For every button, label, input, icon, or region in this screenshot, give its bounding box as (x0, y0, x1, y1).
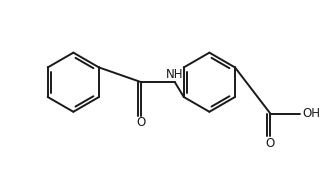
Text: O: O (137, 116, 146, 129)
Text: O: O (266, 137, 275, 150)
Text: NH: NH (166, 68, 184, 81)
Text: OH: OH (302, 107, 320, 120)
